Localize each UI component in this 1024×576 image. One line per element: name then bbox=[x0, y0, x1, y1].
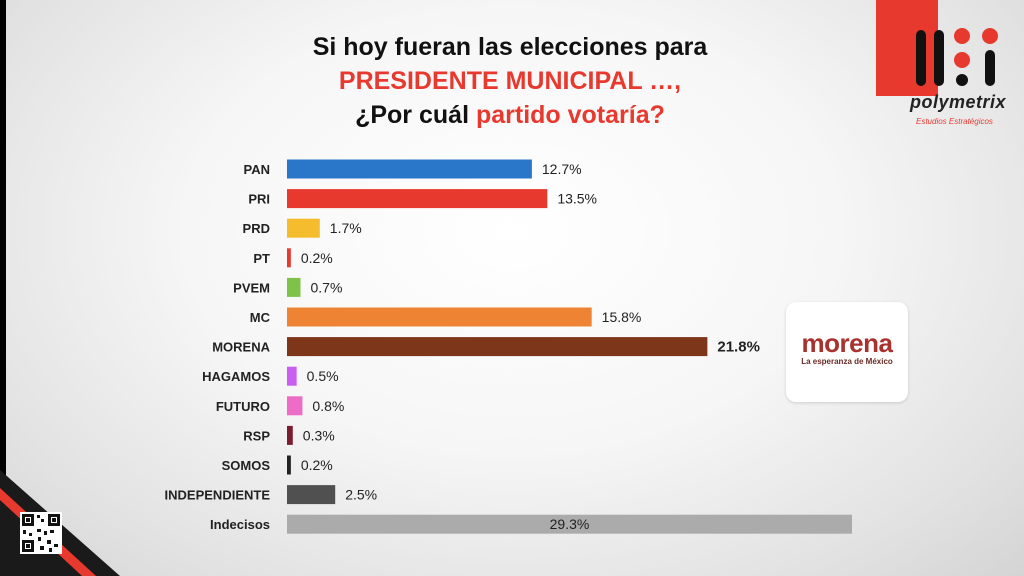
polymetrix-logo: polymetrix Estudios Estratégicos bbox=[876, 0, 1024, 140]
bar-somos bbox=[287, 455, 291, 475]
value-label-pan: 12.7% bbox=[542, 161, 582, 177]
morena-logo-slogan: La esperanza de México bbox=[801, 357, 893, 366]
title-line-3-prefix: ¿Por cuál bbox=[355, 101, 476, 129]
value-label-pt: 0.2% bbox=[301, 250, 333, 266]
category-label-pan: PAN bbox=[244, 162, 270, 177]
logo-mark-icon bbox=[916, 28, 998, 86]
title-line-1: Si hoy fueran las elecciones para bbox=[312, 33, 708, 61]
category-label-pri: PRI bbox=[248, 192, 270, 207]
category-label-indecisos: Indecisos bbox=[210, 517, 270, 532]
qr-code-icon bbox=[20, 512, 62, 554]
value-label-futuro: 0.8% bbox=[312, 398, 344, 414]
bar-morena bbox=[287, 337, 708, 357]
value-label-hagamos: 0.5% bbox=[307, 368, 339, 384]
category-label-mc: MC bbox=[250, 310, 271, 325]
value-label-pri: 13.5% bbox=[557, 191, 597, 207]
category-label-somos: SOMOS bbox=[222, 458, 271, 473]
bar-pvem bbox=[287, 277, 301, 297]
category-label-hagamos: HAGAMOS bbox=[202, 369, 270, 384]
value-label-mc: 15.8% bbox=[602, 309, 642, 325]
value-label-indecisos: 29.3% bbox=[550, 516, 590, 532]
title-line-3-highlight: partido votaría? bbox=[475, 101, 665, 129]
bar-mc bbox=[287, 307, 592, 327]
category-label-morena: MORENA bbox=[212, 340, 270, 355]
bar-independiente bbox=[287, 485, 336, 505]
value-label-morena: 21.8% bbox=[717, 339, 760, 356]
category-label-futuro: FUTURO bbox=[216, 399, 270, 414]
category-label-independiente: INDEPENDIENTE bbox=[165, 488, 271, 503]
left-border-strip bbox=[0, 0, 6, 576]
category-label-rsp: RSP bbox=[243, 428, 270, 443]
bar-hagamos bbox=[287, 366, 297, 386]
title-line-3: ¿Por cuál partido votaría? bbox=[230, 98, 790, 132]
value-label-rsp: 0.3% bbox=[303, 427, 335, 443]
bar-pt bbox=[287, 248, 291, 268]
brand-tagline: Estudios Estratégicos bbox=[916, 117, 993, 126]
category-label-prd: PRD bbox=[243, 221, 270, 236]
morena-logo-word: morena bbox=[801, 328, 893, 358]
bar-pri bbox=[287, 189, 548, 209]
bar-prd bbox=[287, 218, 320, 238]
morena-logo-badge: morena La esperanza de México bbox=[786, 302, 908, 402]
chart-title: Si hoy fueran las elecciones para PRESID… bbox=[230, 30, 790, 132]
bar-rsp bbox=[287, 425, 293, 445]
value-label-pvem: 0.7% bbox=[310, 279, 342, 295]
brand-name: polymetrix bbox=[910, 92, 1007, 112]
logo-red-block bbox=[876, 0, 938, 96]
bar-pan bbox=[287, 159, 532, 179]
title-line-2: PRESIDENTE MUNICIPAL …, bbox=[338, 67, 682, 95]
category-label-pt: PT bbox=[253, 251, 270, 266]
category-label-pvem: PVEM bbox=[233, 280, 270, 295]
bar-indecisos bbox=[287, 514, 852, 534]
bar-futuro bbox=[287, 396, 303, 416]
value-label-prd: 1.7% bbox=[330, 220, 362, 236]
value-label-independiente: 2.5% bbox=[345, 487, 377, 503]
value-label-somos: 0.2% bbox=[301, 457, 333, 473]
